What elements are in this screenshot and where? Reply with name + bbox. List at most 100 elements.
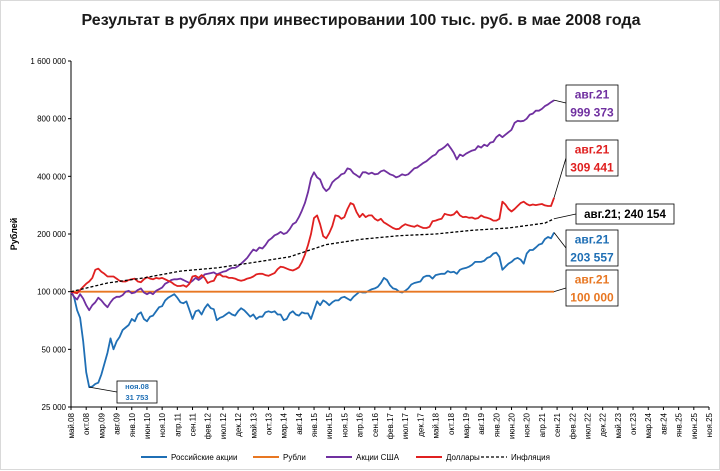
x-tick-label: сен.11 (189, 412, 198, 436)
x-tick-label: фев.17 (386, 412, 395, 439)
y-tick-label: 25 000 (42, 403, 67, 412)
x-tick-label: сен.21 (553, 412, 562, 437)
series-line (70, 99, 555, 312)
x-tick-label: дек.12 (234, 412, 243, 436)
x-tick-label: ноя.15 (340, 412, 349, 437)
x-tick-label: июн.15 (325, 412, 334, 439)
chart-title: Результат в рублях при инвестировании 10… (82, 12, 641, 29)
x-tick-label: янв.25 (675, 412, 684, 437)
x-tick-label: мар.09 (97, 412, 106, 438)
y-axis-label: Рублей (9, 218, 19, 250)
x-tick-label: дек.17 (416, 412, 425, 436)
x-tick-label: фев.12 (204, 412, 213, 439)
x-tick-label: окт.18 (447, 412, 456, 434)
x-tick-label: сен.16 (371, 412, 380, 437)
x-tick-label: май.13 (249, 412, 258, 438)
callout-label: авг.21 (575, 142, 610, 156)
x-tick-label: авг.24 (659, 412, 668, 434)
x-tick-label: июл.17 (401, 412, 410, 439)
x-tick-label: июн.10 (143, 412, 152, 439)
callout-leader (553, 287, 567, 293)
legend-label: Доллары (446, 453, 480, 462)
y-tick-label: 1 600 000 (30, 57, 66, 66)
callout-box (565, 139, 619, 177)
x-tick-label: окт.08 (82, 412, 91, 434)
callout-label: авг.21 (575, 272, 610, 286)
callout-label: 203 557 (570, 250, 614, 264)
x-tick-label: июн.20 (508, 412, 517, 439)
callout-label: ноя.08 (125, 382, 149, 391)
callout-label: авг.21; 240 154 (584, 209, 666, 221)
x-tick-label: янв.20 (492, 412, 501, 437)
x-tick-label: май.18 (432, 412, 441, 438)
legend-item: Российские акции (141, 453, 237, 462)
callout-leader (553, 157, 567, 198)
legend-item: Доллары (416, 453, 480, 462)
callout-leader (89, 386, 118, 393)
legend-item: Рубли (253, 453, 306, 462)
x-tick-label: июн.25 (690, 412, 699, 439)
x-tick-label: окт.13 (264, 412, 273, 434)
series-line (70, 218, 555, 293)
x-tick-label: фев.22 (568, 412, 577, 439)
legend: Российские акции Рубли Акции США Доллары Инф… (141, 453, 550, 462)
callout: ноя.08 31 753 (89, 380, 158, 404)
x-tick-label: апр.21 (538, 412, 547, 437)
callout-label: 100 000 (570, 290, 614, 304)
callout-leader (553, 99, 567, 104)
legend-label: Инфляция (511, 453, 550, 462)
legend-item: Акции США (326, 453, 400, 462)
callout-box (565, 84, 619, 122)
callout-box (575, 203, 675, 225)
y-tick-label: 100 000 (37, 288, 66, 297)
y-tick-label: 800 000 (37, 115, 66, 124)
legend-label: Российские акции (171, 453, 237, 462)
series-layer (70, 99, 555, 388)
callout-label: 309 441 (570, 160, 614, 174)
x-tick-label: авг.14 (295, 412, 304, 434)
legend-label: Рубли (283, 453, 306, 462)
y-tick-label: 200 000 (37, 230, 66, 239)
x-tick-label: ноя.20 (523, 412, 532, 437)
x-tick-label: июл.22 (583, 412, 592, 439)
x-tick-label: июл.12 (219, 412, 228, 439)
callout-leader (553, 232, 567, 249)
series-line (70, 232, 555, 388)
x-tick-label: мар.19 (462, 412, 471, 438)
x-tick-label: ноя.25 (705, 412, 714, 437)
y-tick-label: 50 000 (42, 345, 67, 354)
x-tick-label: май.23 (614, 412, 623, 438)
x-tick-label: апр.11 (173, 412, 182, 436)
axes: 25 000 50 000 100 000 200 000 400 000 800 000… (30, 57, 714, 439)
x-tick-label: мар.24 (644, 412, 653, 438)
x-tick-label: ноя.10 (158, 412, 167, 437)
callout: авг.21 100 000 (553, 269, 619, 307)
callout-label: 999 373 (570, 105, 614, 119)
x-tick-label: авг.09 (113, 412, 122, 434)
y-tick-label: 400 000 (37, 172, 66, 181)
series-line (70, 197, 555, 295)
x-tick-label: янв.10 (128, 412, 137, 437)
callout-box (116, 380, 158, 404)
callout: авг.21; 240 154 (553, 203, 675, 225)
x-tick-label: апр.16 (356, 412, 365, 437)
callout: авг.21 203 557 (553, 229, 619, 267)
callout-box (565, 229, 619, 267)
callout-box (565, 269, 619, 307)
x-tick-label: янв.15 (310, 412, 319, 437)
callout-label: авг.21 (575, 87, 610, 101)
x-tick-label: дек.22 (599, 412, 608, 436)
x-tick-label: май.08 (67, 412, 76, 438)
callout: авг.21 999 373 (553, 84, 619, 122)
callout: авг.21 309 441 (553, 139, 619, 198)
x-tick-label: мар.14 (280, 412, 289, 438)
callout-leader (553, 213, 577, 220)
x-tick-label: авг.19 (477, 412, 486, 434)
callout-label: авг.21 (575, 232, 610, 246)
x-tick-label: окт.23 (629, 412, 638, 434)
legend-label: Акции США (356, 453, 400, 462)
legend-item: Инфляция (481, 453, 550, 462)
callout-label: 31 753 (126, 393, 149, 402)
